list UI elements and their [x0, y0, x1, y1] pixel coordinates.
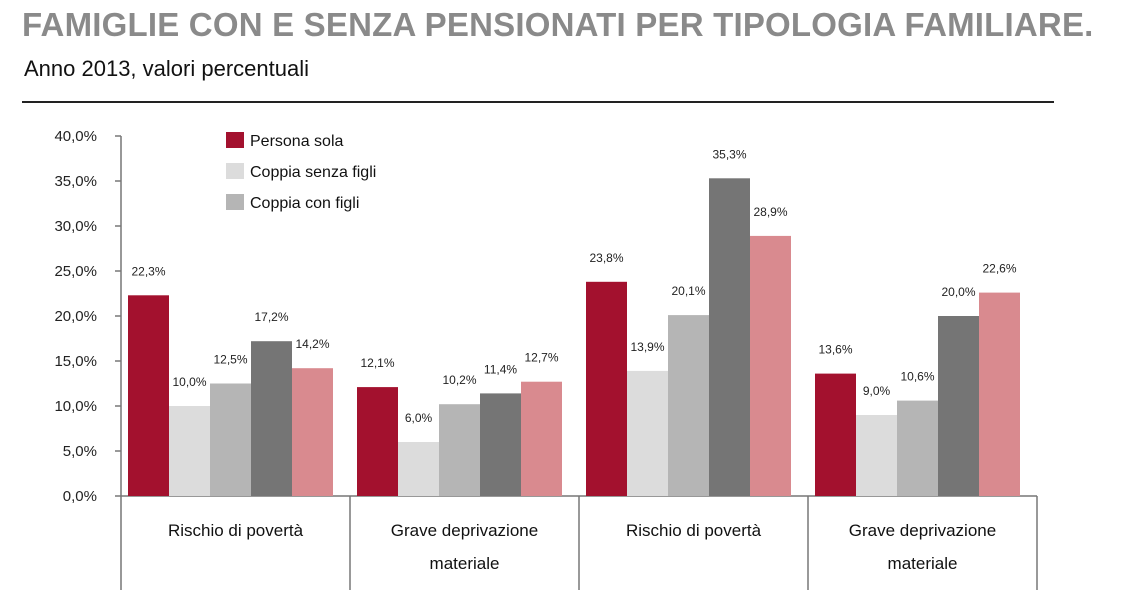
- bar: [210, 383, 251, 496]
- y-tick-label: 15,0%: [54, 353, 97, 370]
- bar-chart: 0,0% 5,0% 10,0% 15,0% 20,0% 25,0% 30,0% 35,0% 40…: [54, 128, 1038, 590]
- data-label: 12,5%: [213, 353, 247, 367]
- bar: [586, 281, 627, 496]
- bar: [251, 341, 292, 496]
- y-tick-label: 25,0%: [54, 263, 97, 280]
- data-label: 14,2%: [295, 337, 329, 351]
- bar: [521, 381, 562, 496]
- y-tick-label: 20,0%: [54, 308, 97, 325]
- y-tick-label: 10,0%: [54, 398, 97, 415]
- legend-swatch: [226, 132, 244, 148]
- bar: [480, 393, 521, 496]
- data-label: 6,0%: [405, 411, 433, 425]
- data-label: 28,9%: [753, 205, 787, 219]
- y-tick-label: 40,0%: [54, 128, 97, 145]
- bar: [668, 315, 709, 496]
- bar: [627, 370, 668, 496]
- bar: [292, 368, 333, 496]
- legend-swatch: [226, 163, 244, 179]
- data-label: 9,0%: [863, 384, 891, 398]
- bar: [439, 404, 480, 496]
- legend-swatch: [226, 194, 244, 210]
- y-tick-label: 5,0%: [63, 443, 97, 460]
- data-label: 12,7%: [524, 351, 558, 365]
- category-label: Rischio di povertà: [626, 521, 762, 540]
- bar: [897, 400, 938, 496]
- data-label: 22,3%: [131, 264, 165, 278]
- category-label: Rischio di povertà: [168, 521, 304, 540]
- bar: [709, 178, 750, 497]
- data-label: 23,8%: [589, 251, 623, 265]
- legend-label: Coppia con figli: [250, 195, 359, 212]
- chart-title: FAMIGLIE CON E SENZA PENSIONATI PER TIPO…: [22, 6, 1094, 43]
- data-label: 10,0%: [172, 375, 206, 389]
- data-label: 22,6%: [982, 262, 1016, 276]
- data-label: 17,2%: [254, 310, 288, 324]
- bar: [938, 316, 979, 496]
- y-tick-label: 0,0%: [63, 488, 97, 505]
- legend-label: Persona sola: [250, 133, 343, 150]
- data-label: 11,4%: [484, 362, 517, 376]
- legend-label: Coppia senza figli: [250, 164, 376, 181]
- bar: [398, 442, 439, 496]
- data-label: 10,2%: [442, 373, 476, 387]
- title-divider: [22, 101, 1054, 103]
- data-label: 10,6%: [900, 370, 934, 384]
- bar: [750, 235, 791, 496]
- chart-subtitle: Anno 2013, valori percentuali: [24, 56, 309, 81]
- bar: [856, 415, 897, 496]
- bar: [815, 373, 856, 496]
- data-label: 35,3%: [712, 147, 746, 161]
- data-label: 13,6%: [818, 343, 852, 357]
- bar: [128, 295, 169, 496]
- data-label: 20,0%: [941, 285, 975, 299]
- category-label: materiale: [430, 554, 500, 573]
- y-tick-label: 35,0%: [54, 173, 97, 190]
- bar: [169, 406, 210, 496]
- category-label: Grave deprivazione: [849, 521, 996, 540]
- y-tick-label: 30,0%: [54, 218, 97, 235]
- category-label: Grave deprivazione: [391, 521, 538, 540]
- bar: [979, 292, 1020, 496]
- data-label: 20,1%: [671, 284, 705, 298]
- bar: [357, 387, 398, 496]
- data-label: 12,1%: [360, 356, 394, 370]
- category-label: materiale: [888, 554, 958, 573]
- data-label: 13,9%: [630, 340, 664, 354]
